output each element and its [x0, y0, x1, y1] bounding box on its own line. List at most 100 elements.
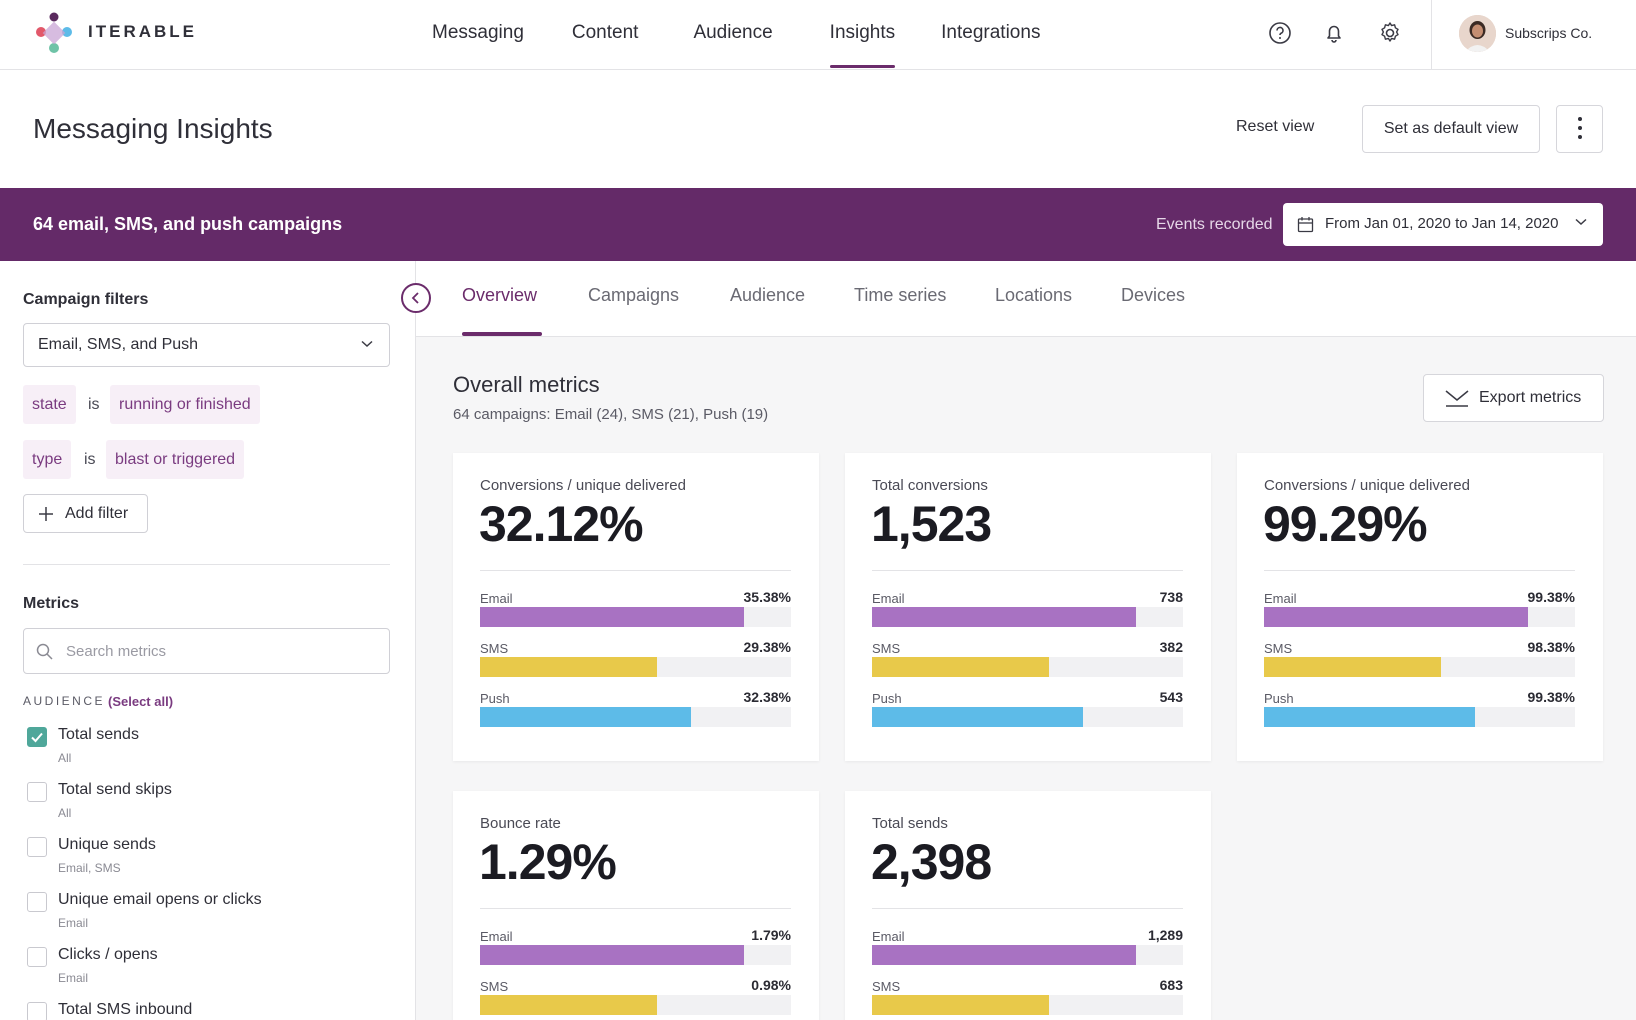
channel-bar-name: Push	[872, 691, 902, 706]
metrics-heading: Metrics	[23, 595, 80, 612]
campaign-summary-band: 64 email, SMS, and push campaigns Events…	[0, 188, 1636, 261]
sidebar-divider	[23, 564, 390, 565]
logo-text: ITERABLE	[88, 22, 197, 41]
search-metrics-input[interactable]	[66, 639, 366, 663]
add-filter-button[interactable]: Add filter	[23, 494, 148, 533]
metric-channels: All	[58, 751, 72, 765]
page-title: Messaging Insights	[33, 113, 273, 144]
nav-audience[interactable]: Audience	[693, 22, 773, 43]
channel-bar-value: 29.38%	[743, 639, 791, 655]
metric-checkbox[interactable]	[27, 947, 47, 967]
metric-card-divider	[480, 570, 791, 571]
tab-audience[interactable]: Audience	[730, 285, 806, 305]
filter-operator: is	[84, 451, 96, 468]
metrics-search	[23, 628, 390, 674]
channel-bar-value: 738	[1159, 589, 1183, 605]
tab-campaigns[interactable]: Campaigns	[588, 285, 680, 305]
iterable-logo-icon[interactable]	[32, 12, 76, 56]
metric-checkbox[interactable]	[27, 1002, 47, 1020]
nav-messaging[interactable]: Messaging	[432, 22, 524, 43]
metric-label: Unique sends	[58, 836, 156, 853]
main-nav: Messaging Content Audience Insights Inte…	[432, 0, 1088, 70]
channel-bar-row: Email 1,289	[872, 927, 1183, 973]
metric-channels: Email	[58, 916, 89, 930]
set-default-view-button[interactable]: Set as default view	[1362, 105, 1540, 153]
channel-bar-row: Push 32.38%	[480, 689, 791, 735]
export-metrics-label: Export metrics	[1479, 389, 1582, 406]
help-icon[interactable]	[1266, 19, 1294, 47]
date-range-text: From Jan 01, 2020 to Jan 14, 2020	[1325, 215, 1559, 232]
metric-checkbox[interactable]	[27, 782, 47, 802]
top-nav-bar: ITERABLE Messaging Content Audience Insi…	[0, 0, 1636, 70]
metric-label: Clicks / opens	[58, 946, 158, 963]
channel-bar-value: 683	[1159, 977, 1183, 993]
avatar[interactable]	[1459, 15, 1496, 52]
checkmark-icon	[31, 732, 43, 743]
channel-select[interactable]: Email, SMS, and Push	[23, 323, 390, 367]
filter-value-state[interactable]: running or finished	[110, 385, 260, 424]
tab-devices[interactable]: Devices	[1121, 285, 1186, 305]
channel-bar-value: 32.38%	[743, 689, 791, 705]
channel-bar-track	[872, 657, 1183, 677]
events-recorded-label: Events recorded	[1156, 216, 1273, 233]
date-range-picker[interactable]: From Jan 01, 2020 to Jan 14, 2020	[1283, 203, 1603, 246]
channel-bar-name: SMS	[480, 641, 509, 656]
reset-view-button[interactable]: Reset view	[1236, 118, 1315, 135]
channel-bar-fill	[480, 607, 744, 627]
export-metrics-button[interactable]: Export metrics	[1423, 374, 1604, 422]
metric-label: Total sends	[58, 726, 139, 743]
collapse-sidebar-button[interactable]	[401, 283, 431, 313]
tab-overview[interactable]: Overview	[462, 285, 538, 305]
channel-bar-track	[480, 657, 791, 677]
channel-bar-fill	[480, 657, 657, 677]
metric-checkbox[interactable]	[27, 727, 47, 747]
select-all-link[interactable]: (Select all)	[108, 694, 174, 709]
channel-bar-name: Push	[480, 691, 510, 706]
channel-bar-track	[480, 607, 791, 627]
filter-value-type[interactable]: blast or triggered	[106, 440, 245, 479]
metric-card-label: Total sends	[872, 815, 948, 832]
more-vertical-icon	[1578, 117, 1582, 143]
gear-icon[interactable]	[1376, 19, 1404, 47]
plus-icon	[39, 507, 53, 521]
more-options-button[interactable]	[1556, 105, 1603, 153]
metric-label: Total send skips	[58, 781, 172, 798]
channel-bar-value: 543	[1159, 689, 1183, 705]
metric-checkbox[interactable]	[27, 837, 47, 857]
channel-bar-fill	[872, 945, 1136, 965]
channel-bar-track	[872, 707, 1183, 727]
metric-card-value: 99.29%	[1263, 496, 1428, 552]
filter-field-type[interactable]: type	[23, 440, 72, 479]
nav-insights[interactable]: Insights	[829, 0, 896, 70]
channel-bar-row: Email 738	[872, 589, 1183, 635]
channel-bar-value: 1.79%	[751, 927, 791, 943]
calendar-icon	[1297, 217, 1314, 233]
bell-icon[interactable]	[1320, 19, 1348, 47]
filter-field-state[interactable]: state	[23, 385, 76, 424]
profile-name[interactable]: Subscrips Co.	[1505, 25, 1593, 41]
metric-card-divider	[480, 908, 791, 909]
metric-card-label: Total conversions	[872, 477, 988, 494]
channel-bar-fill	[1264, 657, 1441, 677]
channel-bar-value: 0.98%	[751, 977, 791, 993]
channel-bar-value: 35.38%	[743, 589, 791, 605]
metric-channels: Email, SMS	[58, 861, 121, 875]
channel-bar-name: Email	[480, 591, 513, 606]
metric-label: Total SMS inbound	[58, 1001, 193, 1018]
channel-bar-fill	[872, 607, 1136, 627]
metric-card-value: 32.12%	[479, 496, 644, 552]
metric-card-value: 1.29%	[479, 834, 617, 890]
channel-select-value: Email, SMS, and Push	[38, 336, 199, 353]
channel-bar-row: Email 35.38%	[480, 589, 791, 635]
metric-checkbox[interactable]	[27, 892, 47, 912]
tab-locations[interactable]: Locations	[995, 285, 1073, 305]
channel-bar-name: SMS	[872, 979, 901, 994]
channel-bar-value: 1,289	[1147, 927, 1183, 943]
channel-bar-track	[1264, 657, 1575, 677]
nav-integrations[interactable]: Integrations	[941, 22, 1041, 43]
metric-card-value: 2,398	[871, 834, 992, 890]
chevron-left-icon	[411, 292, 419, 304]
tab-time-series[interactable]: Time series	[854, 285, 947, 305]
nav-content[interactable]: Content	[571, 22, 639, 43]
channel-bar-track	[480, 945, 791, 965]
